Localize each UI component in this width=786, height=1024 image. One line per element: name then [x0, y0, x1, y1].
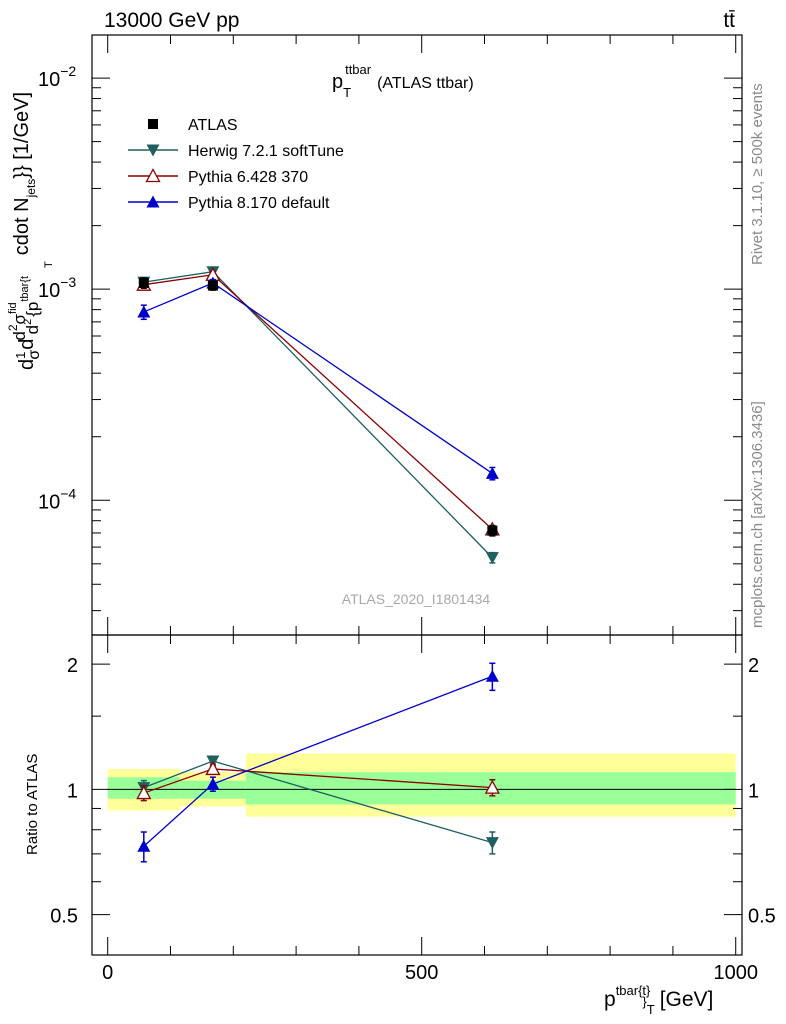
ylabel-exp3: 2 [22, 319, 34, 325]
xlabel-unit: [GeV] [660, 988, 714, 1011]
ratio-y-tick-label-left: 2 [67, 655, 78, 677]
legend-entry-pythia-8-170-default: Pythia 8.170 default [128, 195, 330, 212]
legend-entry-herwig-7-2-1-softtune: Herwig 7.2.1 softTune [128, 143, 344, 160]
data-point-herwig-7-2-1-softtune [485, 552, 499, 565]
ylabel-tbar: tbar{t [19, 276, 31, 302]
ratio-y-tick-label-right: 0.5 [748, 906, 776, 928]
analysis-watermark: ATLAS_2020_I1801434 [342, 591, 491, 607]
plot-title-sub: T [343, 85, 351, 100]
energy-label: 13000 GeV pp [104, 9, 239, 32]
ratio-point-pythia-8-170-default [485, 669, 499, 682]
x-axis-label: ptbar{t}}T [GeV] [604, 983, 713, 1017]
ylabel-fid: fid [7, 302, 19, 314]
xlabel-p: p [604, 988, 616, 1011]
ratio-y-tick-label-right: 2 [748, 655, 759, 677]
main-y-axis-label: d1σdd2σfidd2{ptbar{tTcdot Njets}} [1/GeV… [6, 92, 55, 370]
ylabel-unit: }} [1/GeV] [11, 92, 33, 179]
legend-marker-herwig-7-2-1-softtune [146, 144, 160, 157]
legend-entry-pythia-6-428-370: Pythia 6.428 370 [128, 168, 308, 186]
ratio-series-group [136, 662, 500, 863]
xlabel-sub2: T [647, 1002, 655, 1017]
ylabel-cdot: cdot N [11, 197, 33, 255]
ratio-series-pythia-8-170-default [137, 662, 499, 863]
y-tick-label-exp: −4 [60, 485, 76, 501]
ylabel-d4: d [23, 325, 42, 334]
legend-marker-atlas [148, 119, 158, 129]
series-line-pythia-8-170-default [143, 282, 493, 474]
y-tick-label-base: 10 [38, 491, 60, 513]
legend-entry-atlas: ATLAS [148, 117, 238, 134]
ylabel-jets: jets [24, 179, 38, 199]
series-pythia-8-170-default [137, 276, 499, 481]
ratio-point-pythia-8-170-default [206, 777, 220, 790]
legend-marker-pythia-8-170-default [146, 195, 160, 208]
ratio-point-pythia-6-428-370 [205, 761, 221, 776]
ratio-y-tick-label-right: 1 [748, 780, 759, 802]
y-tick-label: 10−3 [38, 274, 76, 302]
process-label: tt̄ [723, 9, 735, 32]
ratio-panel: 0.5 0.5 1 1 2 2 0 500 1000 Ratio to ATLAS ptbar{… [24, 634, 776, 1017]
ratio-point-pythia-8-170-default [137, 839, 151, 852]
ratio-point-herwig-7-2-1-softtune [485, 837, 499, 850]
y-tick-label-base: 10 [38, 280, 60, 302]
ratio-y-tick-label-left: 0.5 [50, 906, 78, 928]
legend-label-pythia-6-428-370: Pythia 6.428 370 [188, 169, 308, 186]
plot-title: pTttbar (ATLAS ttbar) [332, 62, 474, 100]
ylabel-d2: d [16, 339, 38, 350]
ratio-frame [91, 634, 743, 956]
data-point-atlas [138, 277, 149, 288]
series-pythia-6-428-370 [136, 266, 500, 536]
y-tick-label: 10−2 [38, 63, 76, 91]
rivet-version-label: Rivet 3.1.10, ≥ 500k events [749, 83, 766, 265]
ylabel-1: 1 [13, 352, 28, 359]
main-series-group [136, 266, 500, 565]
plot-title-sup: ttbar [345, 62, 372, 77]
x-tick-label: 1000 [713, 962, 758, 984]
ratio-y-axis-label: Ratio to ATLAS [24, 754, 41, 855]
main-ticks: 10−210−310−4 [38, 35, 742, 635]
legend-label-pythia-8-170-default: Pythia 8.170 default [188, 195, 330, 212]
ratio-ticks: 0.5 0.5 1 1 2 2 0 500 1000 [50, 635, 776, 984]
ylabel-d3: d [10, 331, 29, 340]
mcplots-label: mcplots.cern.ch [arXiv:1306.3436] [749, 401, 766, 628]
svg-text:d1σdd2σfidd2{ptbar{tTcdot Njet: d1σdd2σfidd2{ptbar{tTcdot Njets}} [1/GeV… [6, 92, 55, 370]
legend-label-herwig-7-2-1-softtune: Herwig 7.2.1 softTune [188, 143, 344, 160]
series-line-herwig-7-2-1-softtune [143, 271, 493, 559]
data-point-pythia-8-170-default [137, 305, 151, 318]
y-tick-label: 10−4 [38, 485, 76, 513]
xlabel-sub: } [642, 994, 647, 1009]
legend: ATLAS Herwig 7.2.1 softTune Pythia 6.428 3… [128, 117, 344, 212]
ylabel-sigma: σ [26, 350, 43, 360]
x-tick-label: 500 [405, 962, 438, 984]
x-tick-label: 0 [102, 962, 113, 984]
ratio-point-pythia-6-428-370 [484, 779, 500, 794]
ratio-bands [107, 753, 736, 817]
legend-label-atlas: ATLAS [188, 117, 238, 134]
plot-title-main: p [332, 71, 343, 93]
ylabel-sigma2: σ [10, 313, 29, 324]
ylabel-pbrace: {p [23, 302, 42, 317]
main-panel: 10−210−310−4 pTttbar(ATLAS ttbar) ATLAS_… [6, 34, 743, 636]
series-herwig-7-2-1-softtune [137, 266, 499, 565]
ratio-y-tick-label-left: 1 [67, 780, 78, 802]
y-tick-label-exp: −2 [60, 63, 76, 79]
ylabel-d1: d [16, 359, 38, 370]
ratio-series-pythia-6-428-370 [136, 761, 500, 802]
y-tick-label-exp: −3 [60, 274, 76, 290]
data-point-atlas [207, 280, 218, 291]
series-atlas [138, 277, 498, 537]
plot-title-suffix: (ATLAS ttbar) [377, 75, 474, 92]
legend-marker-pythia-6-428-370 [145, 168, 161, 183]
ylabel-exp2: 2 [6, 324, 20, 331]
y-tick-label-base: 10 [38, 69, 60, 91]
ylabel-T: T [43, 261, 55, 268]
ratio-point-pythia-6-428-370 [136, 785, 152, 800]
xlabel-sup: tbar{t} [616, 983, 651, 998]
data-point-atlas [487, 525, 498, 536]
series-line-pythia-6-428-370 [143, 274, 493, 530]
data-point-pythia-8-170-default [485, 466, 499, 479]
